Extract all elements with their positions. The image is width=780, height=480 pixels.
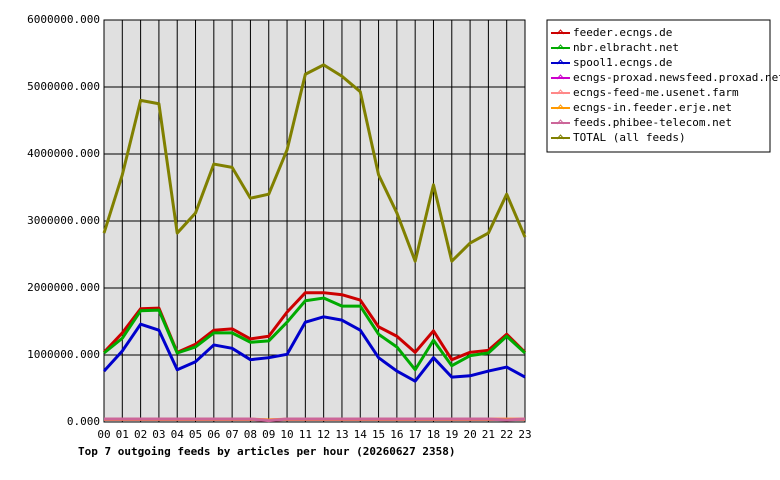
x-tick-label: 07 xyxy=(226,428,239,441)
legend-marker xyxy=(556,74,565,80)
legend-label: ecngs-in.feeder.erje.net xyxy=(573,101,732,114)
y-tick-label: 0.000 xyxy=(67,415,100,428)
y-tick-label: 2000000.000 xyxy=(27,281,100,294)
legend-label: TOTAL (all feeds) xyxy=(573,131,686,144)
x-tick-label: 22 xyxy=(500,428,513,441)
chart-title: Top 7 outgoing feeds by articles per hou… xyxy=(78,445,456,458)
series-line xyxy=(102,63,527,263)
y-tick-label: 3000000.000 xyxy=(27,214,100,227)
legend-marker xyxy=(556,29,565,35)
x-tick-label: 02 xyxy=(134,428,147,441)
x-tick-label: 23 xyxy=(518,428,531,441)
y-tick-label: 4000000.000 xyxy=(27,147,100,160)
x-tick-label: 03 xyxy=(152,428,165,441)
x-tick-label: 17 xyxy=(409,428,422,441)
legend-label: spool1.ecngs.de xyxy=(573,56,672,69)
x-tick-label: 00 xyxy=(97,428,110,441)
y-tick-label: 6000000.000 xyxy=(27,13,100,26)
x-tick-label: 18 xyxy=(427,428,440,441)
legend-marker xyxy=(556,44,565,50)
x-tick-label: 20 xyxy=(463,428,476,441)
legend-marker xyxy=(556,134,565,140)
x-tick-label: 01 xyxy=(116,428,129,441)
x-tick-label: 16 xyxy=(390,428,403,441)
x-tick-label: 21 xyxy=(482,428,495,441)
series-line xyxy=(104,417,526,423)
legend-label: ecngs-proxad.newsfeed.proxad.net xyxy=(573,71,780,84)
legend-marker xyxy=(556,104,565,110)
series-line xyxy=(102,315,526,383)
legend-marker xyxy=(556,89,565,95)
x-tick-label: 13 xyxy=(335,428,348,441)
legend-label: ecngs-feed-me.usenet.farm xyxy=(573,86,739,99)
x-tick-label: 14 xyxy=(354,428,368,441)
legend xyxy=(546,19,771,153)
x-tick-label: 19 xyxy=(445,428,458,441)
series-line xyxy=(103,296,527,372)
legend-label: feeds.phibee-telecom.net xyxy=(573,116,732,129)
legend-marker xyxy=(556,59,565,65)
x-tick-label: 11 xyxy=(299,428,312,441)
legend-marker xyxy=(556,119,565,125)
x-tick-label: 05 xyxy=(189,428,202,441)
x-tick-label: 12 xyxy=(317,428,330,441)
x-tick-label: 09 xyxy=(262,428,275,441)
x-tick-label: 04 xyxy=(171,428,185,441)
legend-label: feeder.ecngs.de xyxy=(573,26,672,39)
x-tick-label: 15 xyxy=(372,428,385,441)
y-tick-label: 5000000.000 xyxy=(27,80,100,93)
x-tick-label: 10 xyxy=(280,428,293,441)
y-tick-label: 1000000.000 xyxy=(27,348,100,361)
x-tick-label: 08 xyxy=(244,428,257,441)
x-tick-label: 06 xyxy=(207,428,220,441)
legend-label: nbr.elbracht.net xyxy=(573,41,679,54)
